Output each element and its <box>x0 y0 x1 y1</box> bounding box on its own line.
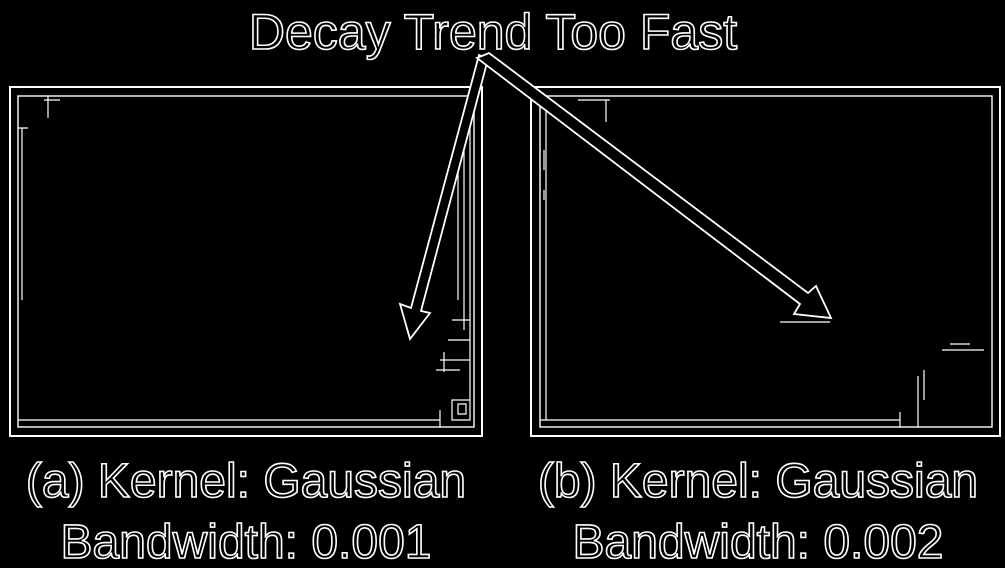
figure-title: Decay Trend Too Fast <box>249 4 737 60</box>
panel-b-inner-frame <box>539 95 993 428</box>
panel-a-caption-kernel: (a) Kernel: Gaussian <box>26 455 466 508</box>
arrow-down-icon <box>475 51 833 320</box>
panel-b-edge-detail <box>540 99 984 427</box>
panel-a-caption-bandwidth: Bandwidth: 0.001 <box>61 516 432 568</box>
arrow-to-panel-a <box>398 53 490 341</box>
panel-a-outer-frame <box>9 86 483 437</box>
panel-b <box>530 86 1001 437</box>
arrow-to-panel-b <box>475 51 833 320</box>
panel-a <box>9 86 483 437</box>
panel-a-inner-frame <box>17 95 475 428</box>
arrow-down-icon <box>398 53 490 341</box>
panel-b-caption-kernel: (b) Kernel: Gaussian <box>538 455 978 508</box>
panel-b-outer-frame <box>530 86 1001 437</box>
panel-a-edge-detail <box>18 96 471 427</box>
panel-b-caption-bandwidth: Bandwidth: 0.002 <box>573 516 944 568</box>
